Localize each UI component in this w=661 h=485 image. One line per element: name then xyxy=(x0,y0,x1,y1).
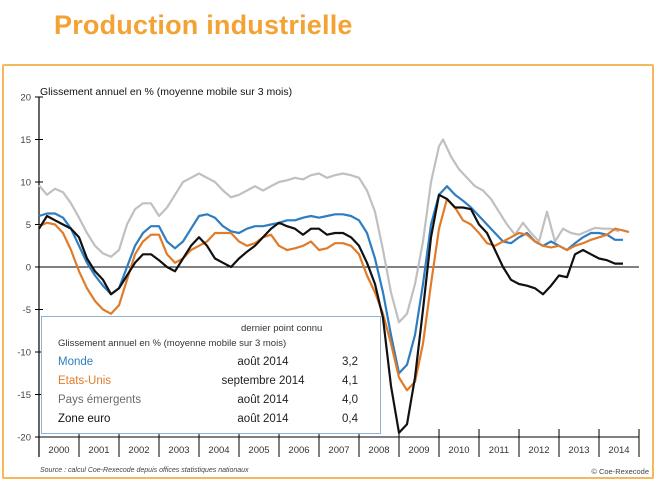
x-tick-label: 2004 xyxy=(208,445,229,456)
y-tick-label: 20 xyxy=(20,93,31,104)
series-line-etats-unis xyxy=(38,197,630,392)
legend-value: 4,0 xyxy=(342,394,358,406)
legend-name: Monde xyxy=(58,356,94,368)
series-line-pays-mergents xyxy=(38,138,620,324)
legend-date: août 2014 xyxy=(237,394,289,406)
x-tick-label: 2009 xyxy=(408,445,429,456)
x-tick-label: 2005 xyxy=(248,445,269,456)
legend-date: septembre 2014 xyxy=(221,375,305,387)
legend-row-monde: Monde août 2014 3,2 xyxy=(58,356,368,372)
x-tick-label: 2002 xyxy=(128,445,149,456)
x-tick-label: 2007 xyxy=(328,445,349,456)
chart-frame xyxy=(2,64,654,479)
legend-row-pays-emergents: Pays émergents août 2014 4,0 xyxy=(58,394,368,410)
y-tick-label: -15 xyxy=(17,390,31,401)
x-tick-label: 2001 xyxy=(88,445,109,456)
x-tick-label: 2010 xyxy=(448,445,469,456)
legend-name: Zone euro xyxy=(58,413,111,425)
x-tick-label: 2014 xyxy=(608,445,629,456)
x-axis: 2000 2001 2002 2003 2004 2005 2006 2007 2008 2009… xyxy=(38,429,640,457)
x-tick-label: 2012 xyxy=(528,445,549,456)
y-axis: 20 15 10 5 0 -5 -10 -15 -20 xyxy=(17,93,639,457)
x-tick-label: 2006 xyxy=(288,445,309,456)
y-tick-label: -10 xyxy=(17,348,31,359)
y-tick-label: 0 xyxy=(26,263,31,274)
source-note: Source : calcul Coe-Rexecode depuis offi… xyxy=(40,467,249,474)
copyright: © Coe-Rexecode xyxy=(591,467,649,476)
legend-subtitle: Glissement annuel en % (moyenne mobile s… xyxy=(58,338,287,349)
x-tick-label: 2013 xyxy=(568,445,589,456)
y-tick-label: -20 xyxy=(17,433,31,444)
series-lines xyxy=(38,138,630,434)
series-line-zone-euro xyxy=(38,193,623,434)
legend-value: 4,1 xyxy=(342,375,358,387)
legend-name: Pays émergents xyxy=(58,394,142,406)
legend-box: dernier point connu Glissement annuel en… xyxy=(41,316,381,434)
y-tick-label: -5 xyxy=(23,305,31,316)
y-tick-label: 15 xyxy=(20,135,31,146)
legend-header: dernier point connu xyxy=(241,323,323,334)
y-tick-label: 5 xyxy=(26,220,31,231)
legend-row-zone-euro: Zone euro août 2014 0,4 xyxy=(58,413,368,429)
legend-value: 0,4 xyxy=(342,413,358,425)
chart-title: Glissement annuel en % (moyenne mobile s… xyxy=(40,86,292,98)
legend-value: 3,2 xyxy=(342,356,358,368)
x-tick-label: 2003 xyxy=(168,445,189,456)
x-tick-label: 2000 xyxy=(48,445,69,456)
x-tick-label: 2011 xyxy=(489,445,509,456)
y-tick-label: 10 xyxy=(20,178,31,189)
legend-name: Etats-Unis xyxy=(58,375,112,387)
x-tick-label: 2008 xyxy=(368,445,389,456)
legend-date: août 2014 xyxy=(237,413,289,425)
legend-date: août 2014 xyxy=(237,356,289,368)
page-title: Production industrielle xyxy=(54,10,353,40)
legend-row-etats-unis: Etats-Unis septembre 2014 4,1 xyxy=(58,375,368,391)
